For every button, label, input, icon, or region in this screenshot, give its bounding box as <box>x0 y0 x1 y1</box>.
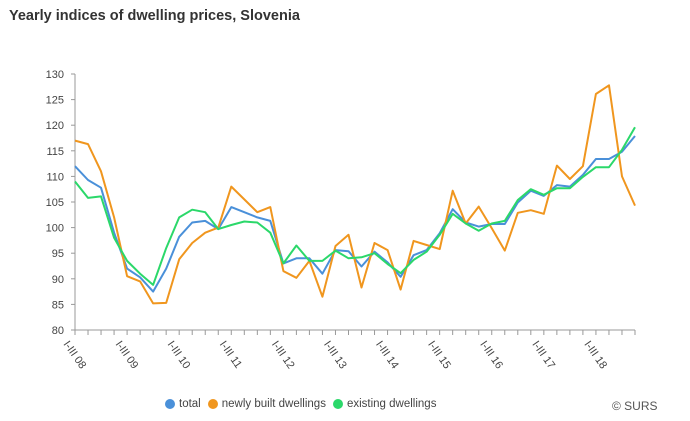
x-tick-label: I-III 14 <box>373 339 401 371</box>
y-tick-label: 100 <box>46 223 64 235</box>
x-tick-label: I-III 17 <box>529 339 557 371</box>
source-credit: © SURS <box>612 399 658 413</box>
legend-label-total: total <box>179 398 201 410</box>
y-tick-label: 125 <box>46 95 64 107</box>
legend-item-existing[interactable]: existing dwellings <box>332 398 437 410</box>
x-tick-label: I-III 18 <box>581 339 609 371</box>
y-tick-label: 95 <box>52 248 64 260</box>
x-tick-label: I-III 08 <box>61 339 89 371</box>
y-tick-label: 90 <box>52 274 64 286</box>
series-line-newly-built-dwellings <box>74 84 636 305</box>
y-tick-label: 85 <box>52 299 64 311</box>
legend-item-total[interactable]: total <box>165 398 201 410</box>
x-tick-label: I-III 10 <box>165 339 193 371</box>
x-tick-label: I-III 15 <box>425 339 453 371</box>
y-tick-label: 130 <box>46 69 64 81</box>
series-line-existing-dwellings <box>74 126 636 286</box>
x-tick-label: I-III 16 <box>477 339 505 371</box>
y-tick-label: 115 <box>46 146 64 158</box>
y-tick-label: 110 <box>46 171 64 183</box>
chart-title: Yearly indices of dwelling prices, Slove… <box>9 8 300 24</box>
x-tick-label: I-III 09 <box>113 339 141 371</box>
y-tick-label: 80 <box>52 325 64 337</box>
y-tick-label: 120 <box>46 120 64 132</box>
legend-label-existing: existing dwellings <box>346 398 437 410</box>
x-tick-label: I-III 11 <box>217 339 244 371</box>
x-tick-label: I-III 13 <box>321 339 349 371</box>
legend-item-newly-built[interactable]: newly built dwellings <box>207 398 326 410</box>
legend-dot-existing <box>332 399 343 409</box>
y-tick-label: 105 <box>46 197 64 209</box>
legend: total newly built dwellings existing dwe… <box>165 398 436 410</box>
legend-dot-total <box>165 399 175 409</box>
legend-label-newly-built: newly built dwellings <box>221 398 326 410</box>
legend-dot-newly-built <box>207 399 218 409</box>
x-tick-label: I-III 12 <box>269 339 297 371</box>
